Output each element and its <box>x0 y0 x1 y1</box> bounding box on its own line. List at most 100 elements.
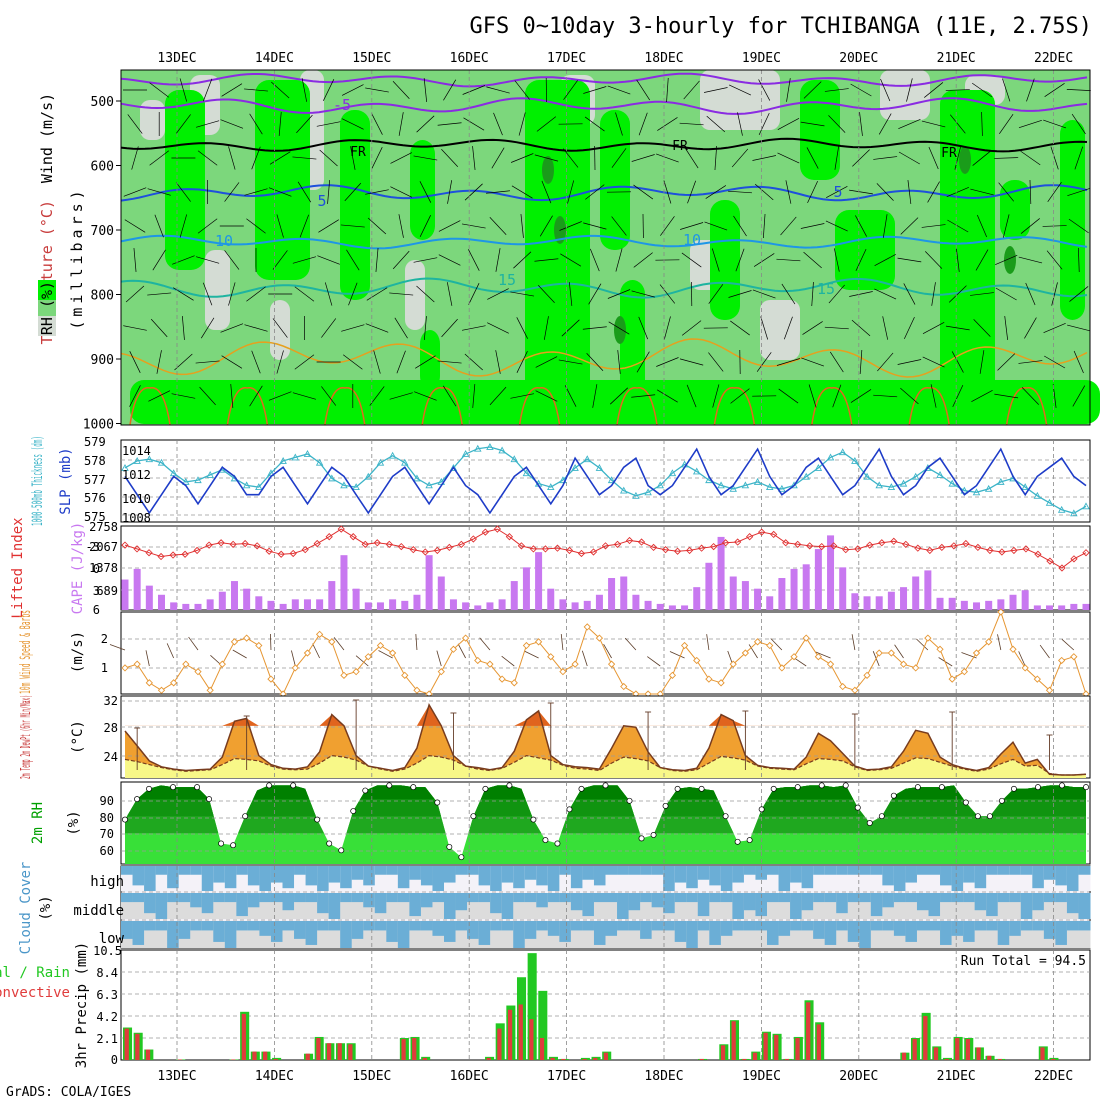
cloud-cover-cell-low <box>617 921 629 930</box>
cape-bar <box>839 567 846 610</box>
cloud-cover-cell-middle <box>190 893 202 907</box>
cape-bar <box>815 549 822 610</box>
cloud-cover-cell-high <box>871 866 883 875</box>
cloud-cover-cell-low <box>663 921 675 930</box>
precip-convective-bar <box>934 1047 938 1060</box>
rh2m-point <box>651 832 656 837</box>
precip-convective-bar <box>519 1004 523 1060</box>
precip-convective-bar <box>540 1038 544 1060</box>
cape-bar <box>377 602 384 610</box>
cape-bar <box>219 592 226 610</box>
precip-convective-bar <box>785 1059 789 1060</box>
cloud-cover-cell-high <box>317 866 329 891</box>
pressure-tick-label: 700 <box>91 224 114 239</box>
cape-bar <box>243 589 250 610</box>
precip-convective-bar <box>348 1044 352 1060</box>
precip-convective-bar <box>135 1034 139 1060</box>
cloud-cover-cell-low <box>606 921 618 936</box>
rh2m-point <box>387 783 392 788</box>
rh2m-point <box>771 786 776 791</box>
cloud-cover-cell-middle <box>225 893 237 902</box>
cloud-cover-cell-high <box>398 866 410 888</box>
cloud-cover-cell-low <box>525 921 537 939</box>
rh2m-point <box>363 788 368 793</box>
cape-tick-2067: 2067 <box>89 540 118 554</box>
cloud-cover-cell-high <box>559 866 571 875</box>
cloud-cover-cell-low <box>421 921 433 930</box>
wind10m-tick-1: 1 <box>101 661 108 675</box>
cloud-cover-cell-low <box>836 921 848 930</box>
cloud-cover-cell-high <box>548 866 560 891</box>
cape-bar <box>207 599 214 610</box>
date-label-bottom: 22DEC <box>1034 1069 1073 1084</box>
rh2m-point <box>639 836 644 841</box>
cloud-cover-cell-high <box>663 866 675 891</box>
cape-bar <box>1010 595 1017 610</box>
cloud-cover-cell-high <box>340 866 352 888</box>
cloud-cover-cell-low <box>294 921 306 939</box>
rh-high-patch <box>940 90 995 420</box>
date-label-bottom: 19DEC <box>742 1069 781 1084</box>
date-label-bottom: 16DEC <box>450 1069 489 1084</box>
date-label-bottom: 14DEC <box>255 1069 294 1084</box>
date-label-top: 19DEC <box>742 51 781 66</box>
precip-convective-bar <box>582 1059 586 1060</box>
cloud-cover-cell-middle <box>929 893 941 916</box>
li-label: Lifted Index <box>10 517 26 618</box>
cape-bar <box>194 604 201 610</box>
cloud-cover-cell-low <box>629 921 641 930</box>
cape-bar <box>535 552 542 610</box>
thickness-tick-576: 576 <box>84 491 106 505</box>
rh2m-point <box>243 814 248 819</box>
precip-convective-bar <box>763 1033 767 1060</box>
rh2m-point <box>471 814 476 819</box>
cloud-cover-cell-middle <box>779 893 791 902</box>
precip-tick-10-5: 10.5 <box>93 944 122 958</box>
cloud-cover-cell-middle <box>329 893 341 919</box>
cloud-cover-cell-high <box>133 866 145 885</box>
upper-units-label: (millibars) <box>68 186 86 329</box>
rh2m-point <box>219 841 224 846</box>
cape-bar <box>791 569 798 610</box>
rh2m-tick-60: 60 <box>100 844 114 858</box>
cloud-cover-cell-middle <box>444 893 456 919</box>
precip-convective-bar <box>551 1058 555 1060</box>
precip-convective-bar <box>487 1058 491 1060</box>
cape-bar <box>523 567 530 610</box>
wind10m-barb <box>270 634 271 650</box>
cloud-cover-cell-middle <box>675 893 687 902</box>
cloud-cover-cell-high <box>421 866 433 885</box>
cloud-cover-cell-middle <box>629 893 641 910</box>
cloud-cover-cell-low <box>698 921 710 930</box>
cape-bar <box>864 596 871 610</box>
cape-bar <box>511 581 518 610</box>
precip-convective-bar <box>987 1056 991 1060</box>
rh-very-high-patch <box>542 156 554 184</box>
cloud-cover-cell-middle <box>213 893 225 902</box>
cloud-cover-cell-high <box>975 866 987 888</box>
rh2m-point <box>327 841 332 846</box>
pressure-tick-label: 600 <box>91 160 114 175</box>
thickness-tick-579: 579 <box>84 435 106 449</box>
precip-convective-bar <box>604 1053 608 1060</box>
cloud-cover-cell-low <box>882 921 894 930</box>
rh2m-point <box>315 817 320 822</box>
rh2m-point <box>843 783 848 788</box>
cloud-cover-cell-middle <box>398 893 410 902</box>
rh2m-point <box>795 785 800 790</box>
cloud-cover-cell-high <box>813 866 825 875</box>
cloud-cover-cell-high <box>571 866 583 888</box>
date-label-bottom: 17DEC <box>547 1069 586 1084</box>
cloud-cover-cell-low <box>1021 921 1033 930</box>
rh2m-point <box>867 820 872 825</box>
cape-bar <box>632 595 639 610</box>
cloud-cover-cell-low <box>259 921 271 936</box>
precip-convective-bar <box>316 1038 320 1060</box>
precip-convective-bar <box>721 1045 725 1060</box>
upper-contour-label-5a: 5 <box>317 192 326 210</box>
rh2m-point <box>146 786 151 791</box>
temp2m-tick-32: 32 <box>104 694 118 708</box>
cloud-cover-cell-high <box>767 866 779 875</box>
cape-bar <box>900 587 907 610</box>
cape-bar <box>584 601 591 610</box>
